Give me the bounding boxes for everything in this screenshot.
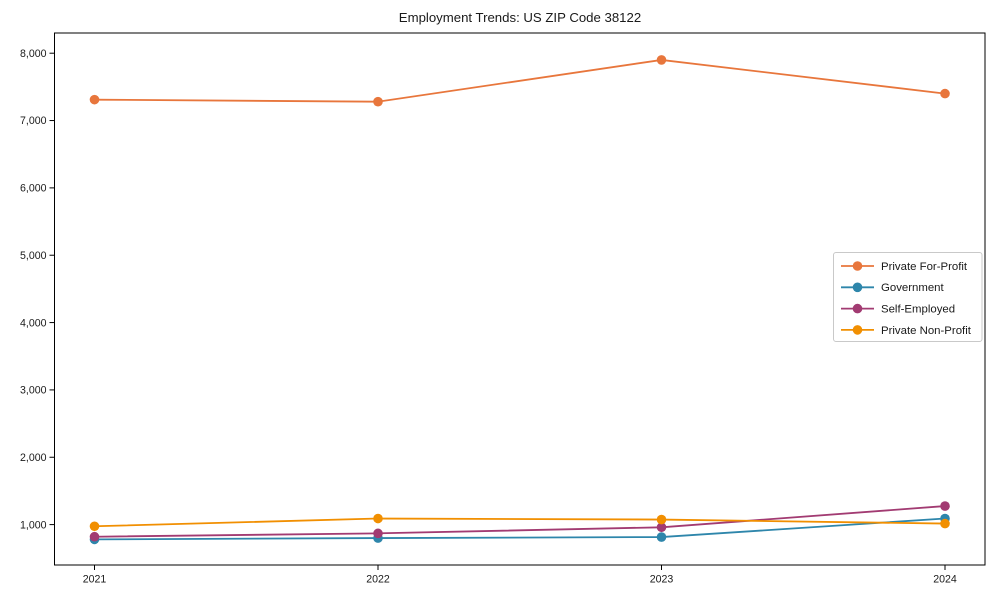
x-tick-label: 2022 — [366, 574, 390, 586]
data-point-self-employed-2022 — [373, 528, 383, 539]
y-tick-label: 8,000 — [20, 48, 47, 60]
legend-label-self-employed: Self-Employed — [881, 304, 955, 316]
series-line-government — [94, 517, 946, 541]
data-point-self-employed-2024 — [940, 501, 950, 511]
y-tick-label: 3,000 — [20, 385, 47, 397]
series-line-private-for-profit — [94, 59, 946, 103]
data-point-government-2023 — [656, 532, 667, 542]
legend-label-private-non-profit: Private Non-Profit — [881, 325, 972, 337]
series-line-self-employed — [94, 505, 946, 538]
legend-marker-dot-government — [852, 282, 863, 293]
plot-area — [54, 32, 986, 566]
data-point-private-non-profit-2023 — [656, 514, 667, 525]
legend-label-private-for-profit: Private For-Profit — [881, 261, 968, 273]
legend-label-government: Government — [881, 282, 945, 294]
series-lines — [89, 55, 950, 545]
series-line-private-non-profit — [94, 517, 946, 528]
legend-marker-dot-private-for-profit — [852, 261, 863, 271]
data-point-self-employed-2021 — [89, 531, 100, 542]
legend-marker-dot-self-employed — [852, 303, 863, 314]
y-tick-label: 2,000 — [20, 452, 47, 464]
data-point-private-non-profit-2022 — [373, 513, 383, 524]
y-tick-label: 7,000 — [20, 115, 47, 127]
x-axis: 2021 2022 2023 2024 — [83, 565, 957, 586]
x-tick-label: 2023 — [650, 574, 674, 586]
y-tick-label: 4,000 — [20, 317, 47, 329]
x-tick-label: 2021 — [83, 574, 107, 586]
data-point-private-non-profit-2021 — [89, 521, 100, 532]
x-tick-label: 2024 — [933, 574, 957, 586]
data-point-private-for-profit-2021 — [89, 94, 100, 105]
data-point-private-for-profit-2023 — [656, 55, 667, 65]
chart-title: Employment Trends: US ZIP Code 38122 — [399, 10, 641, 25]
data-point-private-non-profit-2024 — [940, 518, 950, 529]
legend-marker-dot-private-non-profit — [852, 325, 863, 335]
y-tick-label: 6,000 — [20, 183, 47, 195]
data-point-private-for-profit-2022 — [373, 96, 383, 107]
y-tick-label: 1,000 — [20, 519, 47, 531]
data-point-private-for-profit-2024 — [940, 88, 950, 99]
y-axis: 1,000 2,000 3,000 4,000 5,000 6,000 7,000 8,000 — [20, 48, 55, 531]
y-tick-label: 5,000 — [20, 250, 47, 262]
legend-box — [833, 252, 983, 342]
legend: Private For-Profit Government Self-Employe… — [833, 252, 983, 342]
data-point-self-employed-2023 — [656, 522, 667, 533]
